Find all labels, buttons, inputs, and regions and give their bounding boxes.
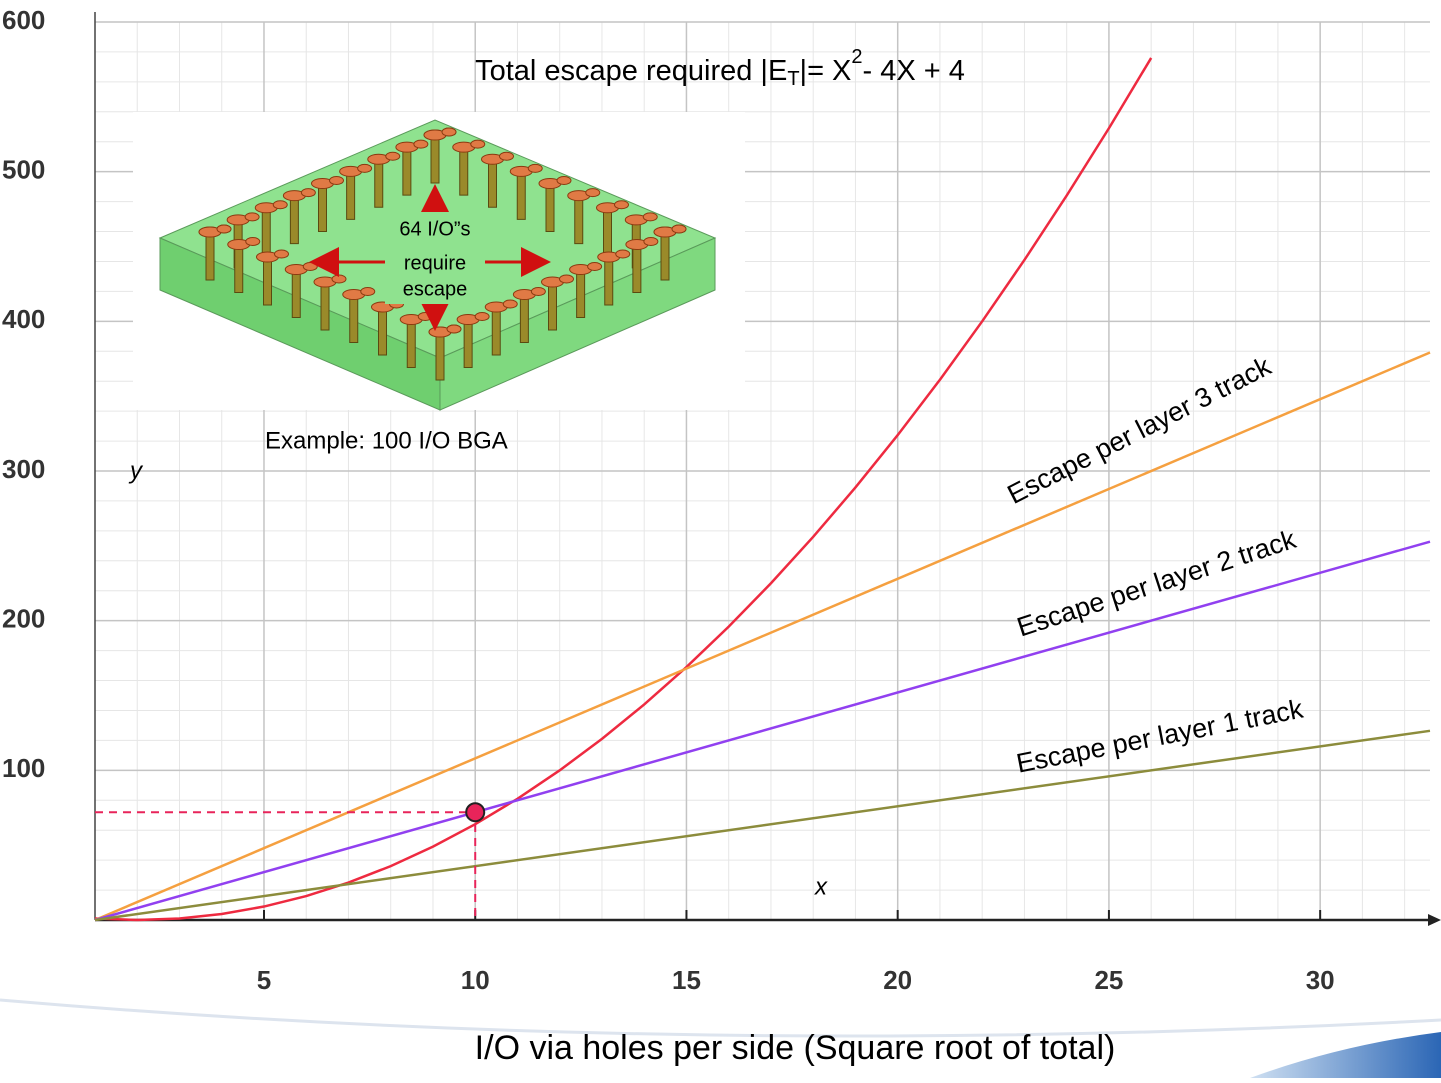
pin (403, 147, 411, 195)
inset-text: require (404, 252, 466, 274)
pad (303, 263, 317, 271)
pin (379, 307, 387, 355)
title-part: - 4X + 4 (863, 55, 965, 87)
page: {"chart_data": {"type": "line", "title_p… (0, 0, 1441, 1083)
y-tick-label: 300 (2, 454, 45, 484)
pad (588, 263, 602, 271)
inset-caption: Example: 100 I/O BGA (265, 427, 508, 454)
pad (246, 238, 260, 246)
inset-text: escape (403, 278, 468, 300)
pin (489, 159, 497, 207)
pin (436, 332, 444, 380)
pin (206, 232, 214, 280)
y-tick-label: 100 (2, 753, 45, 783)
pin (464, 320, 472, 368)
pad (217, 225, 231, 233)
pin (520, 295, 528, 343)
pad (615, 201, 629, 209)
pad (330, 177, 344, 185)
pin (431, 135, 439, 183)
x-tick-label: 10 (461, 965, 490, 995)
pad (531, 288, 545, 296)
pad (418, 313, 432, 321)
pin (375, 159, 383, 207)
pad (672, 225, 686, 233)
pad (361, 288, 375, 296)
pad (644, 238, 658, 246)
pin (604, 208, 612, 256)
y-tick-label: 200 (2, 604, 45, 634)
pad (616, 250, 630, 258)
x-tick-label: 25 (1094, 965, 1123, 995)
pin (546, 184, 554, 232)
pin (347, 171, 355, 219)
pad (503, 300, 517, 308)
pad (560, 275, 574, 283)
pin (264, 257, 272, 305)
pin (605, 257, 613, 305)
y-axis-symbol: y (128, 457, 144, 484)
pad (586, 189, 600, 197)
chart: Escape per layer 3 trackEscape per layer… (0, 0, 1441, 1078)
title-part: |= X (800, 55, 852, 87)
pad (500, 152, 514, 160)
pin (262, 208, 270, 256)
pad (275, 250, 289, 258)
y-tick-label: 500 (2, 155, 45, 185)
pad (332, 275, 346, 283)
x-tick-label: 15 (672, 965, 701, 995)
title-subscript: T (787, 68, 799, 90)
pad (557, 177, 571, 185)
pad (414, 140, 428, 148)
pad (471, 140, 485, 148)
inset-text: 64 I/O”s (399, 218, 470, 240)
pin (517, 171, 525, 219)
pin (235, 245, 243, 293)
pad (643, 213, 657, 221)
pin (549, 282, 557, 330)
y-tick-label: 600 (2, 5, 45, 35)
pin (350, 295, 358, 343)
marker-point (466, 803, 484, 821)
x-tick-label: 5 (257, 965, 271, 995)
pad (245, 213, 259, 221)
pad (528, 164, 542, 172)
pin (575, 196, 583, 244)
pin (577, 270, 585, 318)
pin (661, 232, 669, 280)
pad (442, 128, 456, 136)
pad (475, 313, 489, 321)
pad (447, 325, 461, 333)
pin (319, 184, 327, 232)
pad (301, 189, 315, 197)
x-tick-label: 30 (1306, 965, 1335, 995)
title-part: Total escape required |E (475, 55, 787, 87)
y-tick-label: 400 (2, 304, 45, 334)
pad (273, 201, 287, 209)
pin (321, 282, 329, 330)
pin (290, 196, 298, 244)
x-tick-label: 20 (883, 965, 912, 995)
title-superscript: 2 (851, 46, 862, 68)
pin (292, 270, 300, 318)
pin (492, 307, 500, 355)
pin (633, 245, 641, 293)
pin (407, 320, 415, 368)
pad (386, 152, 400, 160)
inset: 64 I/O”s require escape Example: 100 I/O… (133, 112, 745, 454)
x-axis-symbol: x (814, 873, 828, 900)
pad (358, 164, 372, 172)
pin (460, 147, 468, 195)
x-axis-label: I/O via holes per side (Square root of t… (475, 1029, 1116, 1067)
